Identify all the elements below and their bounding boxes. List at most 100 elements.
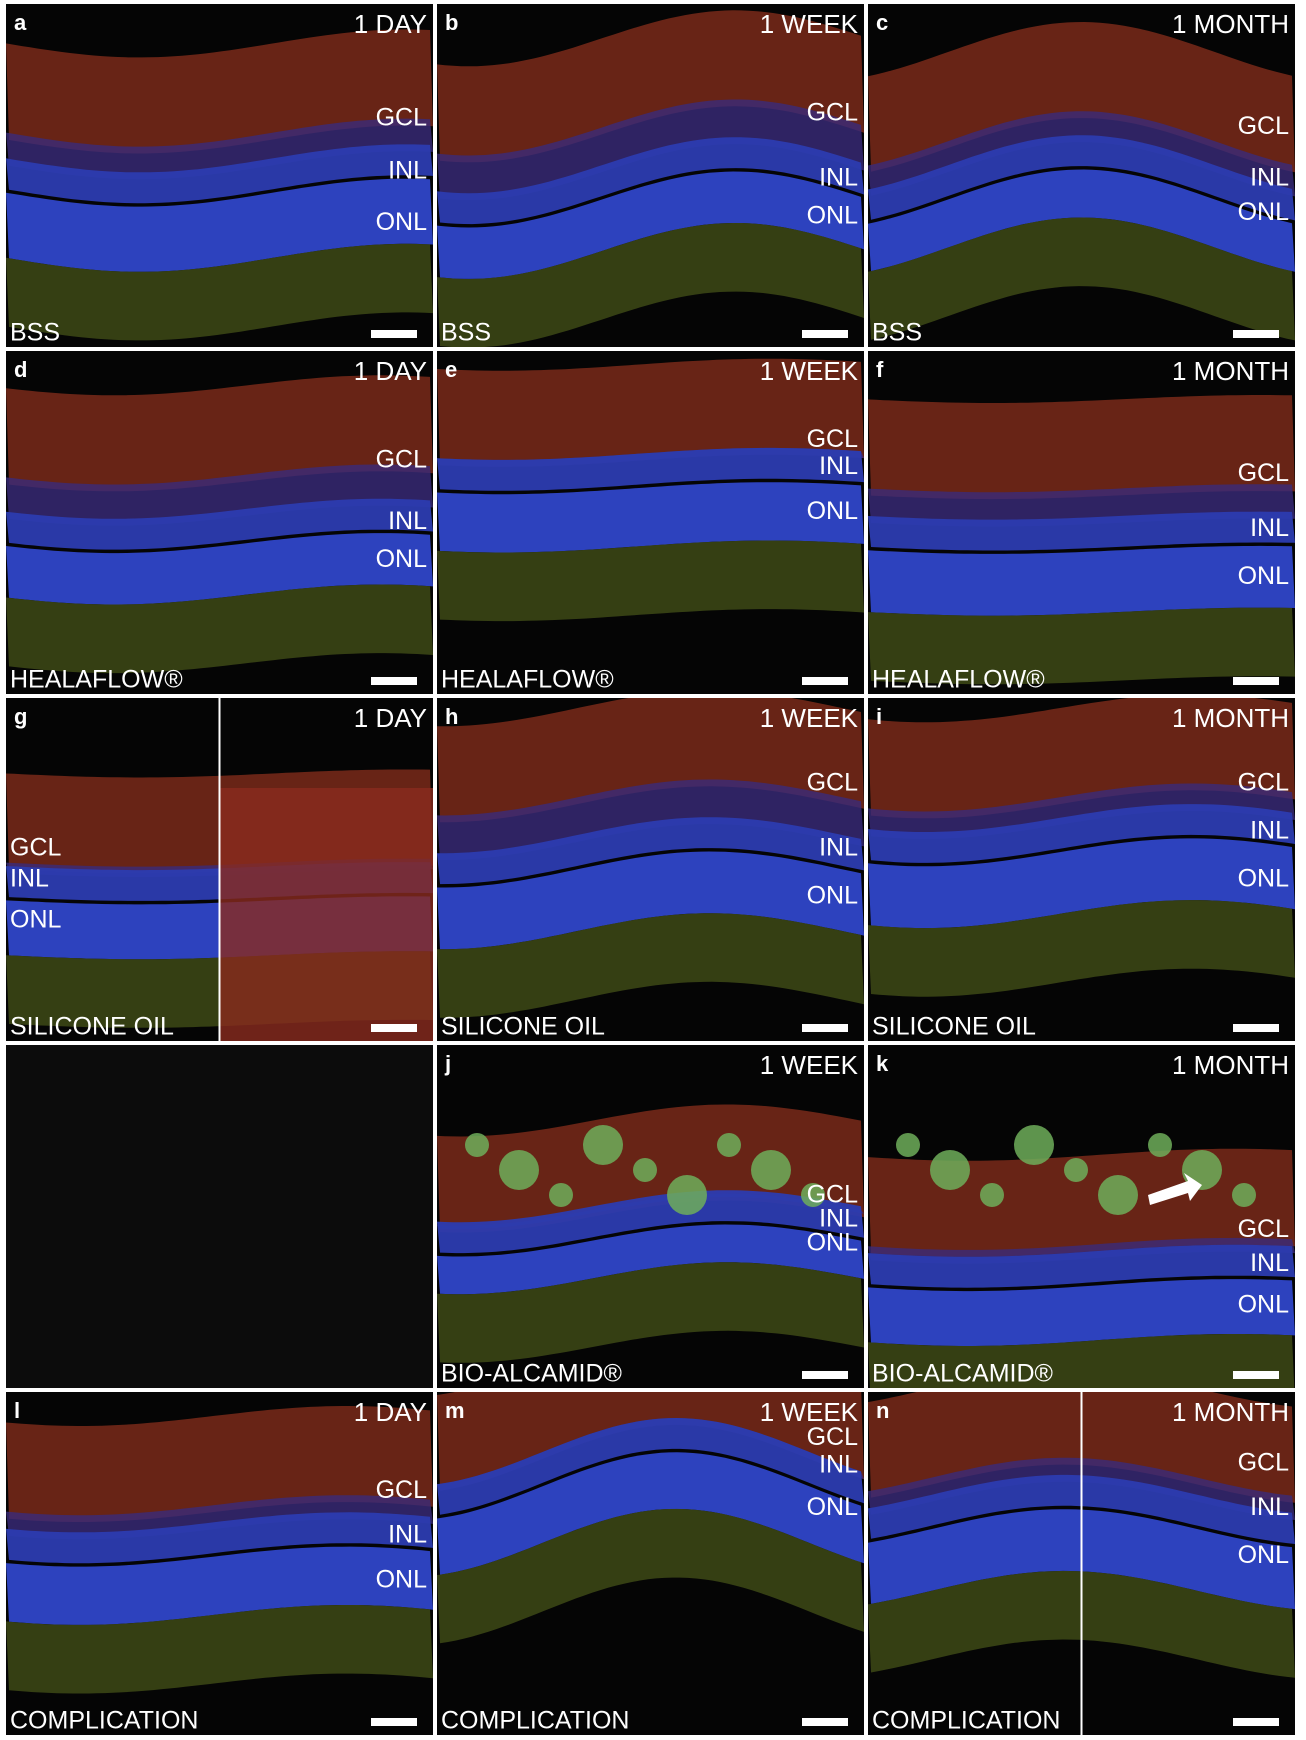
cell-cluster	[1232, 1183, 1256, 1207]
outer-nuclear-layer	[868, 546, 1295, 616]
layer-label: GCL	[1238, 768, 1290, 796]
cell-cluster	[980, 1183, 1004, 1207]
panel-letter: k	[876, 1051, 889, 1076]
layer-label: INL	[388, 1521, 427, 1549]
panel: l1 DAYCOMPLICATIONGCLINLONL	[6, 1392, 433, 1735]
layer-label: ONL	[1238, 1541, 1290, 1569]
time-label: 1 DAY	[354, 356, 427, 386]
time-label: 1 DAY	[354, 1397, 427, 1427]
panel: h1 WEEKSILICONE OILGCLINLONL	[437, 690, 864, 1041]
time-label: 1 MONTH	[1172, 9, 1289, 39]
panel: j1 WEEKBIO-ALCAMID®GCLINLONL	[437, 1045, 864, 1388]
micrograph	[437, 1329, 864, 1735]
layer-label: ONL	[807, 1493, 859, 1521]
panel-letter: n	[876, 1398, 889, 1423]
treatment-label: HEALAFLOW®	[441, 666, 614, 694]
treatment-label: HEALAFLOW®	[10, 666, 183, 694]
treatment-label: BSS	[441, 319, 491, 347]
layer-label: ONL	[376, 545, 428, 573]
photoreceptor-layer	[437, 541, 864, 622]
layer-label: INL	[10, 864, 49, 892]
micrograph	[437, 690, 864, 1041]
layer-label: GCL	[1238, 459, 1290, 487]
cell-cluster	[633, 1158, 657, 1182]
scale-bar	[802, 677, 848, 685]
panel-letter: f	[876, 357, 884, 382]
layer-label: ONL	[807, 201, 859, 229]
layer-label: GCL	[1238, 1215, 1290, 1243]
time-label: 1 WEEK	[760, 356, 859, 386]
layer-label: ONL	[807, 497, 859, 525]
cell-cluster	[896, 1133, 920, 1157]
micrograph	[868, 351, 1295, 694]
time-label: 1 DAY	[354, 703, 427, 733]
cell-cluster	[1014, 1125, 1054, 1165]
layer-label: INL	[1250, 816, 1289, 844]
treatment-label: BIO-ALCAMID®	[441, 1360, 623, 1388]
layer-label: ONL	[10, 906, 62, 934]
scale-bar	[1233, 1024, 1279, 1032]
layer-label: ONL	[1238, 1290, 1290, 1318]
layer-label: GCL	[376, 1476, 428, 1504]
empty-panel	[6, 1045, 433, 1388]
panel-letter: d	[14, 357, 27, 382]
micrograph	[6, 351, 433, 694]
layer-label: INL	[1250, 514, 1289, 542]
treatment-label: COMPLICATION	[10, 1707, 198, 1735]
cell-cluster	[583, 1125, 623, 1165]
scale-bar	[802, 1024, 848, 1032]
layer-label: ONL	[807, 1229, 859, 1257]
treatment-label: COMPLICATION	[441, 1707, 629, 1735]
layer-label: ONL	[1238, 198, 1290, 226]
time-label: 1 MONTH	[1172, 1397, 1289, 1427]
layer-label: ONL	[376, 1565, 428, 1593]
time-label: 1 WEEK	[760, 703, 859, 733]
page: a1 DAYBSSGCLINLONLb1 WEEKBSSGCLINLONLc1 …	[0, 0, 1306, 1740]
panel-letter: c	[876, 10, 888, 35]
time-label: 1 MONTH	[1172, 356, 1289, 386]
treatment-label: BIO-ALCAMID®	[872, 1360, 1054, 1388]
treatment-label: BSS	[872, 319, 922, 347]
panel: n 1 MONTH COMPLICATION GCL INL ONL	[868, 1369, 1295, 1735]
layer-label: INL	[819, 452, 858, 480]
layer-label: GCL	[807, 768, 859, 796]
micrograph	[6, 1392, 433, 1735]
panel-letter: e	[445, 357, 457, 382]
time-label: 1 WEEK	[760, 9, 859, 39]
micrograph	[6, 4, 433, 347]
scale-bar	[371, 677, 417, 685]
micrograph	[868, 694, 1295, 1041]
layer-label: GCL	[10, 834, 62, 862]
scale-bar	[802, 1371, 848, 1379]
scale-bar	[1233, 330, 1279, 338]
scale-bar	[371, 330, 417, 338]
layer-label: ONL	[1238, 864, 1290, 892]
time-label: 1 MONTH	[1172, 703, 1289, 733]
figure: a1 DAYBSSGCLINLONLb1 WEEKBSSGCLINLONLc1 …	[0, 0, 1306, 1740]
layer-label: INL	[388, 157, 427, 185]
layer-label: INL	[1250, 1493, 1289, 1521]
panel-letter: m	[445, 1398, 465, 1423]
treatment-label: BSS	[10, 319, 60, 347]
cell-cluster	[751, 1150, 791, 1190]
micrograph	[437, 351, 864, 694]
scale-bar	[1233, 1718, 1279, 1726]
panel-letter: h	[445, 704, 458, 729]
layer-label: INL	[1250, 1249, 1289, 1277]
layer-label: ONL	[376, 208, 428, 236]
ganglion-layer	[868, 395, 1295, 499]
treatment-label: SILICONE OIL	[10, 1013, 174, 1041]
panel-letter: i	[876, 704, 882, 729]
layer-label: GCL	[1238, 1449, 1290, 1477]
layer-label: INL	[388, 507, 427, 535]
treatment-label: SILICONE OIL	[441, 1013, 605, 1041]
cell-cluster	[499, 1150, 539, 1190]
treatment-label: COMPLICATION	[872, 1707, 1060, 1735]
panel: a1 DAYBSSGCLINLONL	[6, 4, 433, 347]
